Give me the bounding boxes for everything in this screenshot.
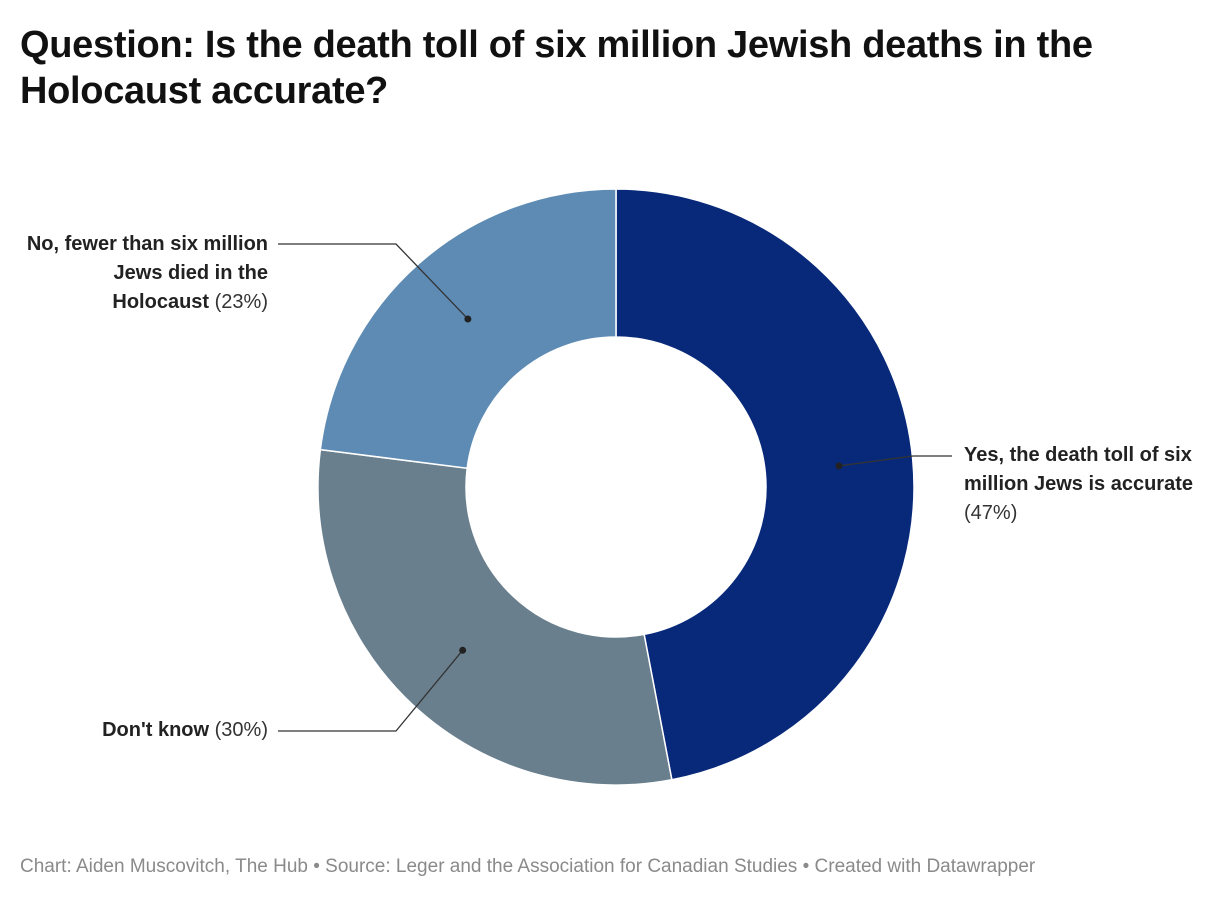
slice-label-dont-know-text: Don't know [102,719,210,741]
slice-label-yes-text: Yes, the death toll of six million Jews … [964,444,1193,495]
slice-no [319,188,617,470]
slice-label-dont-know: Don't know (30%) [20,716,268,745]
chart-footer: Chart: Aiden Muscovitch, The Hub • Sourc… [20,856,1036,877]
leader-dont-know-dot [459,646,467,654]
slice-label-no: No, fewer than six million Jews died in … [20,230,268,317]
slice-yes [615,188,915,781]
slice-label-yes: Yes, the death toll of six million Jews … [964,441,1214,528]
chart-title: Question: Is the death toll of six milli… [20,24,1093,112]
slice-label-no-text: No, fewer than six million Jews died in … [26,233,268,313]
slice-label-dont-know-value: (30%) [214,719,268,741]
donut-slices [317,188,915,786]
leader-no-dot [464,315,472,323]
leader-no [278,243,469,320]
slice-label-yes-value: (47%) [964,502,1018,524]
leader-dont-know [278,649,464,732]
leader-yes [838,455,952,467]
leader-lines [278,243,952,732]
slice-dont-know [317,448,673,786]
leader-yes-dot [835,462,843,470]
slice-label-no-value: (23%) [214,291,268,313]
